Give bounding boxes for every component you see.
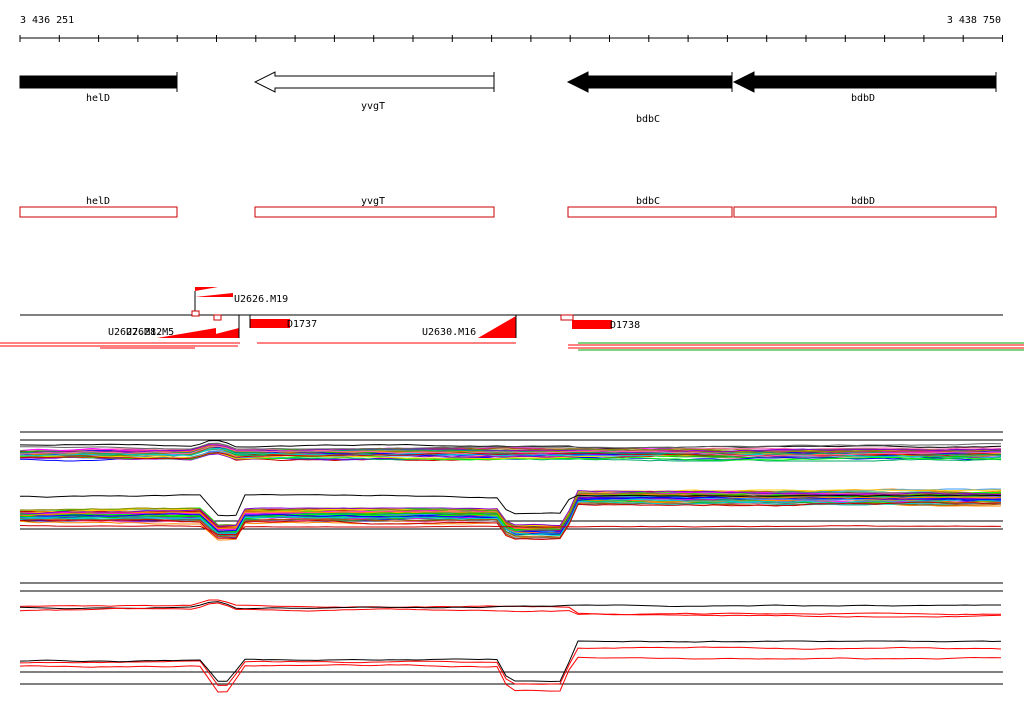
- gene-box-label-yvgT: yvgT: [361, 196, 385, 207]
- gene-label-helD: helD: [86, 93, 110, 104]
- feature-label-u2630: U2630.M16: [422, 327, 476, 338]
- signal-trace: [19, 525, 1002, 535]
- expression-signal-summary: [19, 582, 1003, 693]
- gene-box-label-bdbD: bdbD: [851, 196, 875, 207]
- signal-trace: [19, 493, 1002, 530]
- feature-marker-1: [191, 310, 200, 317]
- gene-box-label-helD: helD: [86, 196, 110, 207]
- coordinate-ruler: 3 436 251 3 438 750: [19, 15, 1003, 42]
- signal-trace: [19, 602, 1002, 618]
- feature-track: U2626.M19 U2627.M12 U2628.M5 D1737 U2630…: [0, 287, 1024, 351]
- feature-marker-3: [560, 314, 574, 321]
- signal-trace: [19, 445, 1001, 456]
- feature-label-d1738: D1738: [610, 320, 640, 331]
- signal-trace: [20, 494, 1002, 533]
- signal-trace: [19, 501, 1002, 541]
- feature-triangle-u2628[interactable]: [200, 328, 239, 338]
- gene-box-bdbD[interactable]: [733, 206, 997, 218]
- gene-arrow-bdbC[interactable]: [566, 71, 733, 93]
- gene-box-track: helD yvgT bdbC bdbD: [19, 196, 997, 218]
- gene-arrow-bdbD[interactable]: [732, 71, 997, 93]
- signal-trace: [19, 656, 1002, 693]
- ruler-end-label: 3 438 750: [947, 15, 1001, 26]
- gene-arrow-yvgT[interactable]: [253, 71, 495, 93]
- feature-label-u2628: U2628.M5: [126, 327, 174, 338]
- ruler-ticks: [19, 35, 1003, 42]
- feature-block-d1738[interactable]: [572, 320, 612, 329]
- signal-trace: [19, 445, 1002, 457]
- ruler-start-label: 3 436 251: [20, 15, 74, 26]
- gene-box-bdbC[interactable]: [567, 206, 733, 218]
- gene-box-label-bdbC: bdbC: [636, 196, 660, 207]
- signal-trace: [19, 444, 1002, 454]
- gene-arrow-helD[interactable]: [19, 75, 178, 89]
- feature-label-u2627: U2627.M12: [108, 327, 162, 338]
- gene-track: helD yvgT bdbC bdbD: [19, 71, 997, 125]
- feature-label-u2626: U2626.M19: [234, 294, 288, 305]
- feature-marker-2: [213, 314, 222, 321]
- signal-trace: [19, 646, 1002, 686]
- signal-trace: [20, 493, 1002, 517]
- gene-label-yvgT: yvgT: [361, 101, 385, 112]
- expression-signal-multicolor: [19, 431, 1003, 541]
- gene-box-helD[interactable]: [19, 206, 178, 218]
- gene-box-yvgT[interactable]: [254, 206, 495, 218]
- gene-label-bdbC: bdbC: [636, 114, 660, 125]
- feature-triangle-u2626[interactable]: [195, 287, 218, 291]
- signal-trace: [19, 601, 1001, 610]
- signal-trace: [19, 640, 1002, 683]
- gene-label-bdbD: bdbD: [851, 93, 875, 104]
- signal-trace: [19, 442, 1002, 450]
- feature-triangle-u2627[interactable]: [157, 328, 216, 338]
- feature-triangle-u2626-b[interactable]: [195, 293, 233, 297]
- feature-label-d1737: D1737: [287, 319, 317, 330]
- signal-trace: [19, 490, 1002, 527]
- signal-trace: [19, 501, 1002, 537]
- feature-block-d1737[interactable]: [250, 319, 290, 328]
- feature-triangle-u2630[interactable]: [478, 316, 516, 338]
